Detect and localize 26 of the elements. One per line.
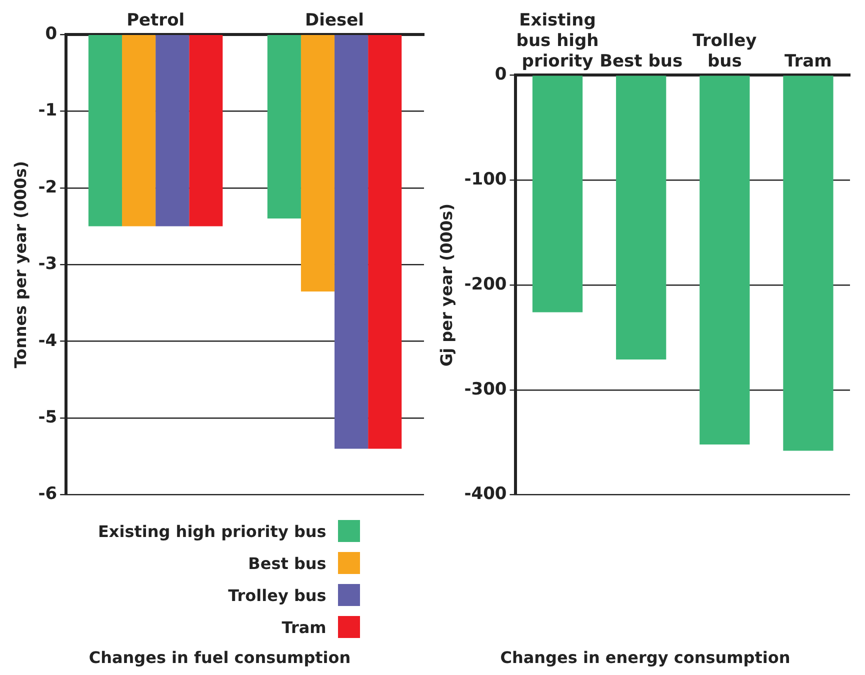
legend-label: Trolley bus [228,586,326,604]
y-tick-label: -1 [38,100,58,121]
y-axis-title: Gj per year (000s) [436,203,456,367]
y-tick-label: -5 [38,407,58,428]
y-axis-title: Tonnes per year (000s) [10,160,30,368]
x-tick-label: Petrol [126,10,185,31]
y-tick-label: -200 [464,274,506,294]
y-tick-label: 0 [494,64,506,85]
x-tick-label: Existing bus high priority [516,10,598,72]
x-tick-label: Best bus [599,51,682,72]
x-tick-label: Trolley bus [692,31,756,72]
legend-label: Existing high priority bus [98,522,326,540]
y-tick-label: -300 [464,379,506,400]
text: Changes in energy consumption [499,648,792,667]
x-tick-label: Diesel [305,10,364,31]
y-tick-label: -3 [38,254,58,274]
y-tick-label: 0 [45,24,58,44]
y-tick-label: -2 [38,177,58,198]
text: Changes in fuel consumption [88,648,352,667]
legend-label: Tram [282,618,326,636]
y-tick-label: -6 [38,484,58,504]
x-tick-label: Tram [784,51,832,72]
legend-label: Best bus [248,554,326,572]
y-tick-label: -4 [38,330,58,351]
y-tick-label: -100 [464,170,506,190]
y-tick-label: -400 [464,484,506,504]
